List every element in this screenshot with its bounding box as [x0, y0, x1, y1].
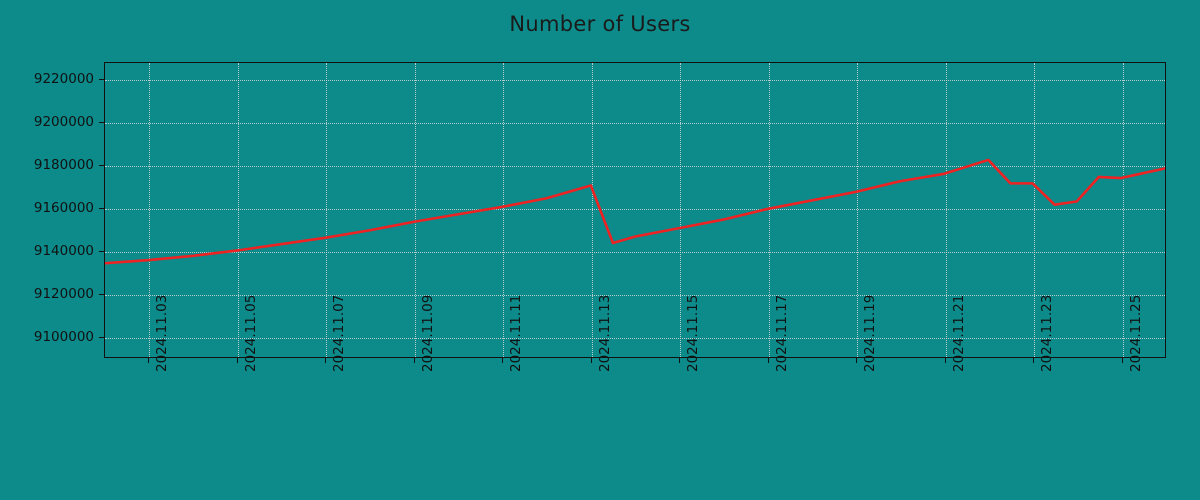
x-axis-tick-mark: [502, 358, 504, 363]
y-axis-tick-label: 9140000: [33, 242, 94, 259]
gridline-horizontal: [105, 294, 1165, 296]
y-axis-tick-label: 9120000: [33, 285, 94, 302]
gridline-horizontal: [105, 251, 1165, 253]
gridline-vertical: [768, 63, 770, 357]
gridline-vertical: [680, 63, 682, 357]
y-axis-tick-label: 9220000: [33, 71, 94, 88]
gridline-horizontal: [105, 337, 1165, 339]
gridline-vertical: [945, 63, 947, 357]
gridline-horizontal: [105, 80, 1165, 82]
y-axis-tick-mark: [99, 250, 104, 252]
x-axis-tick-mark: [236, 358, 238, 363]
gridline-horizontal: [105, 208, 1165, 210]
x-axis-tick-mark: [679, 358, 681, 363]
x-axis-tick-mark: [590, 358, 592, 363]
y-axis-tick-mark: [99, 293, 104, 295]
x-axis-tick-mark: [1033, 358, 1035, 363]
y-axis-tick-label: 9160000: [33, 199, 94, 216]
y-axis-tick-mark: [99, 164, 104, 166]
chart-title: Number of Users: [509, 12, 691, 36]
y-axis-tick-mark: [99, 336, 104, 338]
y-axis-tick-label: 9200000: [33, 114, 94, 131]
x-axis-tick-mark: [148, 358, 150, 363]
gridline-vertical: [326, 63, 328, 357]
gridline-vertical: [149, 63, 151, 357]
y-axis-tick-mark: [99, 122, 104, 124]
users-line-series: [105, 63, 1165, 357]
x-axis-tick-mark: [325, 358, 327, 363]
gridline-horizontal: [105, 123, 1165, 125]
gridline-vertical: [857, 63, 859, 357]
x-axis-tick-mark: [856, 358, 858, 363]
gridline-vertical: [591, 63, 593, 357]
y-axis-tick-mark: [99, 79, 104, 81]
y-axis-tick-label: 9100000: [33, 328, 94, 345]
x-axis-tick-mark: [767, 358, 769, 363]
x-axis-tick-mark: [1121, 358, 1123, 363]
gridline-vertical: [414, 63, 416, 357]
gridline-vertical: [1034, 63, 1036, 357]
gridline-vertical: [503, 63, 505, 357]
x-axis-tick-mark: [944, 358, 946, 363]
plot-area: [104, 62, 1166, 358]
y-axis-tick-label: 9180000: [33, 156, 94, 173]
x-axis-tick-mark: [413, 358, 415, 363]
gridline-vertical: [237, 63, 239, 357]
gridline-vertical: [1122, 63, 1124, 357]
gridline-horizontal: [105, 165, 1165, 167]
y-axis-tick-mark: [99, 207, 104, 209]
